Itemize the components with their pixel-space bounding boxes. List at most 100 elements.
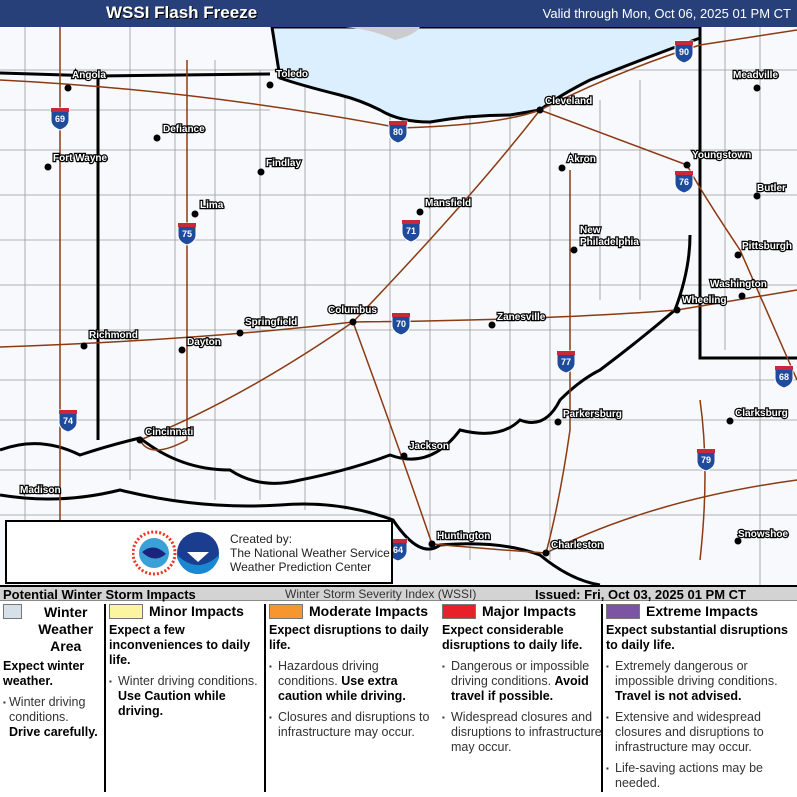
svg-text:79: 79 [701,455,711,465]
city-dot [542,549,550,557]
legend-swatch [606,604,640,619]
interstate-shield-77: 77 [556,350,576,374]
legend-title: Potential Winter Storm Impacts [3,587,196,602]
city-dot [738,292,746,300]
legend-item: Extremely dangerous or impossible drivin… [606,659,794,704]
agency-logos [132,530,219,576]
city-dot [44,163,52,171]
city-layer: Angola Toledo Defiance Fort Wayne Findlay Lim… [19,68,793,557]
legend-item: Life-saving actions may be needed. [606,761,794,791]
legend-separator [104,604,106,792]
legend-category-name: Extreme Impacts [646,603,759,619]
legend-expect: Expect substantial disruptions to daily … [606,623,788,652]
lake-erie [270,27,702,124]
city-label: Snowshoe [738,529,788,540]
interstate-shield-70: 70 [391,312,411,336]
city-dot [753,84,761,92]
legend-item: Winter driving conditions. Use Caution w… [109,674,263,719]
valid-time: Valid through Mon, Oct 06, 2025 01 PM CT [542,6,791,21]
city-dot [683,161,691,169]
legend-swatch [3,604,23,619]
legend-item: Closures and disruptions to infrastructu… [269,710,437,740]
city-dot [136,436,144,444]
city-dot [726,417,734,425]
interstate-shield-90: 90 [674,40,694,64]
legend-category: Extreme Impacts Expect substantial disrup… [606,604,794,794]
issued-time: Issued: Fri, Oct 03, 2025 01 PM CT [535,587,746,602]
credit-line-3: Weather Prediction Center [230,560,372,574]
interstate-shield-75: 75 [177,222,197,246]
legend-expect: Expect disruptions to daily life. [269,623,429,652]
city-dot [178,346,186,354]
interstate-shield-69: 69 [50,107,70,131]
city-label: Philadelphia [580,237,639,248]
city-label: Youngstown [692,150,751,161]
city-label: Butler [757,183,786,194]
city-label: Lima [200,200,224,211]
city-dot [734,537,742,545]
city-label: Fort Wayne [53,153,108,164]
city-dot [64,84,72,92]
city-dot [266,81,274,89]
legend-category: Winter Weather Area Expect winter weather… [3,604,103,794]
city-label: Pittsburgh [742,241,792,252]
city-label: Defiance [163,124,205,135]
city-dot [416,208,424,216]
svg-text:64: 64 [393,545,403,555]
lake-edge [345,27,420,40]
header-bar: WSSI Flash Freeze Valid through Mon, Oct… [0,0,797,27]
interstate-shield-79: 79 [696,448,716,472]
city-label: Clarksburg [735,408,788,419]
legend-item: Winter driving conditions. Drive careful… [3,695,103,740]
city-dot [428,540,436,548]
city-dot [734,251,742,259]
interstate-shield-68: 68 [774,365,794,389]
interstate-layer: 69 90 80 75 71 76 70 77 68 74 79 64 [50,40,794,562]
svg-text:68: 68 [779,372,789,382]
city-label: Huntington [437,531,490,542]
legend-category-name: Minor Impacts [149,603,244,619]
city-label: Akron [567,154,596,165]
legend-category: Moderate Impacts Expect disruptions to da… [269,604,437,794]
credit-line-2: The National Weather Service [230,546,390,560]
city-dot [488,321,496,329]
city-dot [753,192,761,200]
legend-expect: Expect a few inconveniences to daily lif… [109,623,251,667]
svg-text:90: 90 [679,47,689,57]
legend-separator [601,604,603,792]
city-label: Columbus [328,305,377,316]
city-label: Cleveland [545,96,592,107]
legend-category: Major Impacts Expect considerable disrupt… [442,604,602,794]
city-label: Springfield [245,317,297,328]
city-label: Cincinnati [145,427,194,438]
city-label: Richmond [89,330,138,341]
city-dot [153,134,161,142]
svg-text:71: 71 [406,226,416,236]
city-dot [400,452,408,460]
legend-category: Minor Impacts Expect a few inconveniences… [109,604,263,794]
interstate-shield-76: 76 [674,170,694,194]
city-label: Wheeling [682,295,726,306]
city-dot [570,246,578,254]
city-label: Mansfield [425,198,471,209]
city-label: Toledo [276,69,308,80]
legend-category-name: Moderate Impacts [309,603,429,619]
map: Angola Toledo Defiance Fort Wayne Findlay Lim… [0,27,797,585]
svg-text:76: 76 [679,177,689,187]
city-label: Jackson [409,441,449,452]
city-dot [536,106,544,114]
credit-line-1: Created by: [230,532,293,546]
legend-item: Hazardous driving conditions. Use extra … [269,659,437,704]
city-label: New [580,225,601,236]
legend-item: Dangerous or impossible driving conditio… [442,659,602,704]
state-borders [0,38,797,585]
city-label: Madison [20,485,61,496]
legend-item: Extensive and widespread closures and di… [606,710,794,755]
legend-swatch [442,604,476,619]
svg-text:75: 75 [182,229,192,239]
svg-text:80: 80 [393,127,403,137]
city-label: Angola [72,70,106,81]
legend-expect: Expect considerable disruptions to daily… [442,623,583,652]
svg-text:77: 77 [561,357,571,367]
svg-text:74: 74 [63,416,73,426]
